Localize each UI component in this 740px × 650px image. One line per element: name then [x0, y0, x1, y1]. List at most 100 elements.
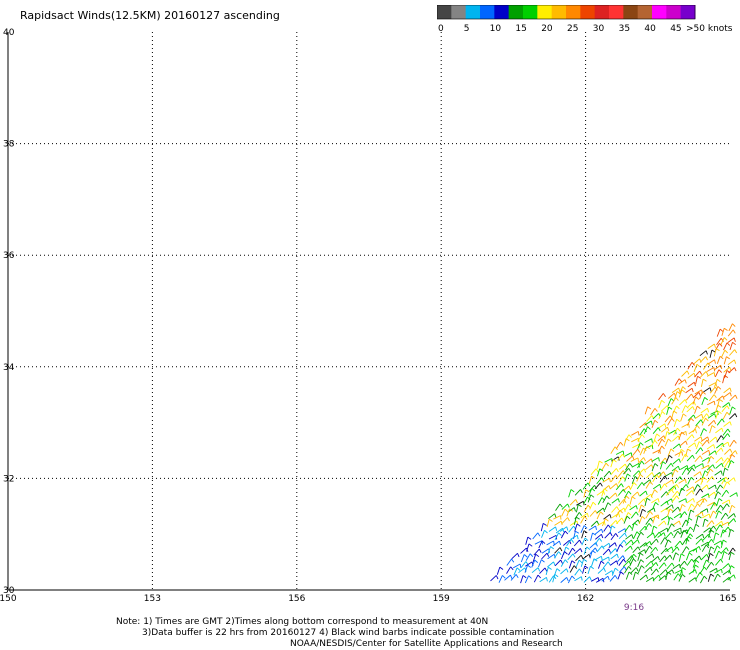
- wind-barb: [623, 452, 632, 457]
- wind-barb: [561, 503, 568, 510]
- wind-barb: [601, 518, 606, 527]
- wind-barb: [552, 574, 556, 583]
- wind-barb: [650, 538, 657, 546]
- colorbar-swatch: [652, 5, 667, 19]
- wind-barb-flag: [686, 370, 690, 375]
- wind-barb-flag: [667, 427, 670, 432]
- wind-barb: [639, 542, 647, 548]
- wind-barb: [631, 437, 639, 443]
- wind-barb-flag: [603, 488, 608, 492]
- wind-barb: [645, 464, 652, 471]
- wind-barb-flag: [615, 533, 619, 537]
- wind-barb: [703, 387, 711, 393]
- wind-barb-flag: [579, 568, 583, 573]
- wind-barb: [597, 497, 603, 505]
- wind-barb: [681, 467, 687, 476]
- wind-barb: [673, 513, 681, 519]
- wind-barb-flag: [646, 445, 650, 450]
- wind-barb-flag: [724, 375, 729, 378]
- wind-barb: [645, 577, 654, 582]
- wind-barb: [678, 553, 682, 562]
- wind-barb: [709, 425, 713, 434]
- wind-barb: [701, 464, 709, 470]
- wind-barb-flag: [664, 537, 668, 541]
- wind-barb: [707, 343, 715, 349]
- wind-barb: [573, 516, 577, 526]
- wind-barb-flag: [689, 526, 694, 531]
- wind-barb-flag: [586, 546, 591, 550]
- wind-barb-flag: [537, 532, 541, 537]
- colorbar-swatch: [437, 5, 452, 19]
- wind-barb: [657, 435, 665, 442]
- wind-barb: [665, 531, 672, 539]
- wind-barb-flag: [600, 534, 604, 539]
- wind-barb: [706, 444, 714, 450]
- wind-barb-flag: [632, 455, 635, 460]
- longitude-tick-label: 150: [0, 594, 17, 604]
- wind-barb-flag: [713, 444, 716, 449]
- wind-barb-flag: [548, 518, 553, 522]
- wind-barb: [617, 571, 622, 580]
- wind-barb-flag: [627, 473, 631, 477]
- wind-barb: [659, 569, 667, 576]
- wind-barb: [568, 489, 572, 498]
- longitude-tick-label: 165: [719, 594, 736, 604]
- wind-barb-flag: [704, 498, 708, 502]
- wind-barb: [603, 514, 611, 520]
- wind-barb-flag: [701, 511, 704, 517]
- wind-barb-flag: [654, 408, 658, 412]
- wind-barb-flag: [589, 576, 592, 581]
- wind-barb: [589, 510, 596, 517]
- wind-barb: [651, 463, 656, 472]
- wind-barb: [715, 558, 722, 566]
- wind-barb-flag: [711, 476, 715, 481]
- wind-barb: [541, 548, 549, 554]
- wind-barb: [637, 460, 643, 469]
- wind-barb: [604, 502, 609, 511]
- wind-barb: [716, 338, 722, 346]
- wind-barb-flag: [586, 513, 589, 518]
- wind-barb: [700, 553, 708, 561]
- wind-barb-flag: [594, 510, 598, 515]
- wind-barb-flag: [558, 551, 562, 555]
- wind-barb-flag: [576, 535, 579, 540]
- wind-barb: [580, 525, 585, 533]
- wind-barb: [706, 367, 715, 372]
- wind-barb-flag: [667, 515, 670, 520]
- wind-barb: [700, 498, 705, 506]
- wind-barb-flag: [685, 431, 687, 436]
- wind-barb: [651, 498, 659, 504]
- wind-barb-flag: [607, 524, 611, 529]
- wind-barb: [672, 563, 680, 570]
- wind-barb-flag: [559, 547, 563, 552]
- wind-barb: [596, 460, 600, 469]
- wind-barb-flag: [692, 498, 695, 503]
- wind-barb: [695, 447, 701, 455]
- wind-barb-flag: [685, 440, 688, 445]
- wind-barb-flag: [607, 576, 610, 581]
- wind-barb: [610, 553, 618, 560]
- wind-barb: [685, 536, 689, 545]
- wind-barb-flag: [625, 438, 630, 442]
- wind-barb: [637, 559, 642, 568]
- wind-barb: [708, 450, 716, 456]
- wind-barb: [610, 520, 617, 527]
- wind-barb-flag: [652, 532, 656, 537]
- wind-barb: [589, 542, 597, 549]
- wind-barb: [681, 546, 687, 554]
- wind-barb: [624, 504, 629, 512]
- wind-barb-flag: [529, 553, 534, 557]
- wind-barb-flag: [649, 481, 654, 485]
- wind-barb: [590, 468, 597, 476]
- wind-barb: [692, 524, 697, 533]
- wind-barb: [610, 468, 617, 475]
- wind-barb-flag: [669, 517, 674, 520]
- wind-barb: [706, 464, 714, 471]
- wind-barb: [657, 438, 663, 447]
- longitude-tick-label: 156: [288, 594, 305, 604]
- wind-barb-flag: [527, 536, 532, 540]
- wind-barb: [650, 547, 656, 554]
- wind-barb: [610, 483, 617, 490]
- wind-barb-flag: [702, 391, 706, 395]
- wind-barb-flag: [534, 559, 539, 564]
